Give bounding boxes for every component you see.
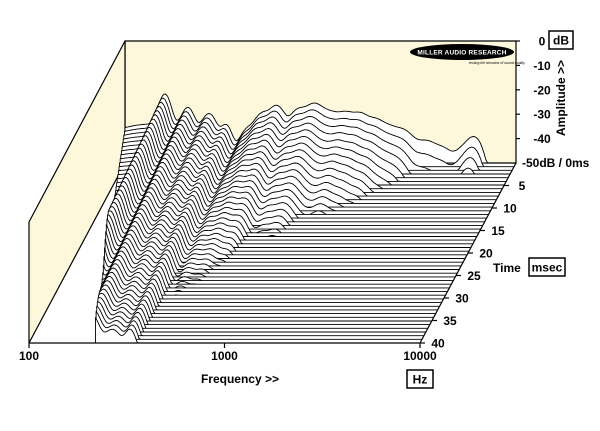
amplitude-tick-label: 0 <box>539 35 546 49</box>
time-tick-label: 20 <box>479 247 493 261</box>
amplitude-tick-label: -10 <box>533 59 551 73</box>
amplitude-tick-label: -40 <box>533 132 551 146</box>
frequency-tick-label: 1000 <box>211 349 238 363</box>
time-tick-label: 35 <box>443 314 457 328</box>
amplitude-unit: dB <box>553 34 569 48</box>
time-unit: msec <box>532 261 563 275</box>
time-tick-labels: 510 15 20 25 30 35 40 <box>420 179 526 351</box>
amplitude-tick-labels: 0 -10 -20 -30 -40 <box>516 35 551 146</box>
waterfall-slice <box>117 139 495 204</box>
time-tick-label: 15 <box>491 224 505 238</box>
time-tick-label: 40 <box>431 337 445 351</box>
logo: MILLER AUDIO RESEARCH testing the domain… <box>410 44 525 65</box>
frequency-tick-labels: 100 1000 10000 <box>19 343 437 363</box>
amplitude-tick-label: -30 <box>533 108 551 122</box>
time-tick-label: 10 <box>503 202 517 216</box>
frequency-unit-box <box>406 369 434 389</box>
frequency-tick-label: 10000 <box>403 349 437 363</box>
amplitude-tick-label: -20 <box>533 83 551 97</box>
amplitude-axis-label: Amplitude >> <box>554 60 568 136</box>
time-tick-label: 30 <box>455 292 469 306</box>
time-tick-label: 25 <box>467 269 481 283</box>
time-axis-label: Time <box>493 261 521 275</box>
time-unit-box <box>528 257 566 277</box>
time-tick-label: 5 <box>519 179 526 193</box>
frequency-tick-label: 100 <box>19 349 39 363</box>
frequency-unit: Hz <box>413 373 428 387</box>
amplitude-floor-label: -50dB / 0ms <box>522 156 590 170</box>
waterfall-slice <box>118 135 497 201</box>
logo-badge <box>410 44 514 60</box>
amplitude-unit-box <box>548 30 574 50</box>
logo-name: MILLER AUDIO RESEARCH <box>417 50 506 57</box>
frequency-axis-label: Frequency >> <box>201 372 279 386</box>
waterfall-slices <box>95 93 517 344</box>
logo-tagline: testing the domains of sound quality <box>469 61 525 65</box>
